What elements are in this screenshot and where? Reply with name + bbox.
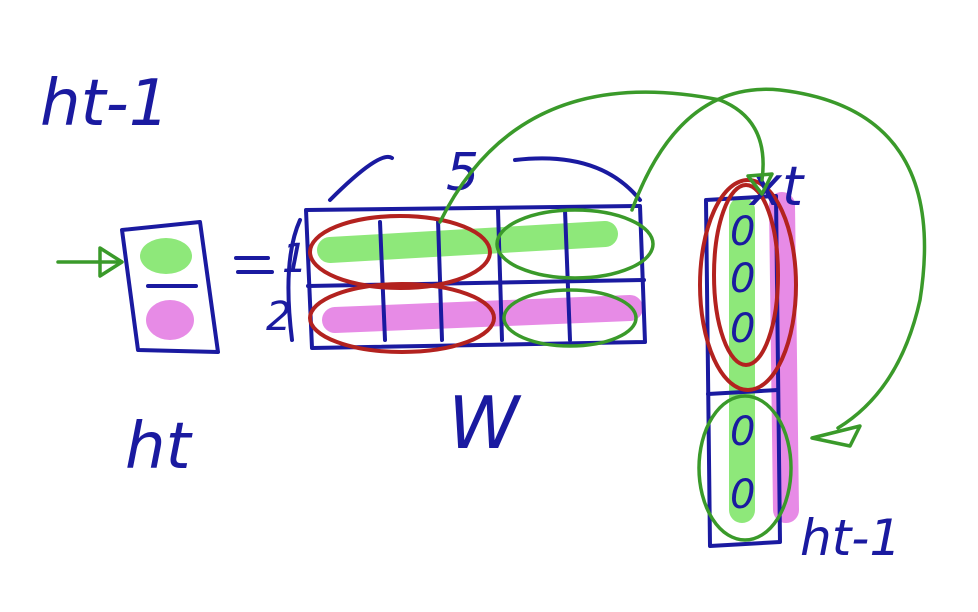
label-h-vector: ht [125, 410, 194, 484]
w-col-divider-1 [378, 220, 387, 342]
w-red-circle-row-2 [308, 282, 496, 354]
label-h-prev-vector: ht-1 [800, 509, 901, 567]
stacked-vector-border [704, 194, 782, 548]
arrow-w-to-x-head [746, 172, 774, 196]
x-red-circle [698, 178, 798, 392]
h-prev-cell-1: 0 [730, 409, 755, 455]
h-vector-box [120, 220, 220, 354]
h-vector-pink-dot [146, 300, 194, 340]
h-prev-vector-cells: 0 0 [730, 409, 755, 518]
w-green-circle-row-2 [502, 288, 638, 348]
h-vector [120, 220, 220, 354]
w-matrix-border [304, 204, 647, 350]
input-arrow [56, 246, 124, 278]
x-cell-3: 0 [730, 306, 755, 352]
stacked-vector-divider [706, 388, 780, 396]
arrow-w-to-x [438, 90, 765, 224]
w-col-divider-4 [563, 208, 572, 342]
label-width: 5 [446, 143, 479, 203]
x-vector-cells: 0 0 0 [730, 209, 755, 352]
row-1-label: 1 [282, 236, 307, 282]
w-row-1-highlight [317, 221, 618, 263]
arrow-w-to-h-prev [630, 87, 927, 430]
label-top-left: ht-1 [40, 67, 169, 141]
w-red-circle-row-1 [308, 214, 492, 290]
width-brace-left [328, 154, 394, 202]
x-cell-2: 0 [730, 256, 755, 302]
equals-sign [234, 256, 274, 274]
h-vector-green-dot [140, 238, 192, 274]
w-matrix [304, 204, 647, 350]
x-cell-1: 0 [730, 209, 755, 255]
w-col-divider-3 [496, 208, 504, 342]
row-brace [286, 218, 302, 342]
h-prev-green-circle [697, 394, 793, 542]
width-brace-right [513, 156, 642, 202]
label-matrix: W [448, 381, 522, 465]
w-col-divider-2 [436, 218, 444, 342]
w-row-2-highlight [322, 295, 643, 333]
arrow-w-to-h-prev-head [810, 424, 862, 448]
x-red-inner-circle [712, 183, 780, 367]
w-green-circle-row-1 [495, 208, 655, 280]
h-prev-cell-2: 0 [730, 472, 755, 518]
